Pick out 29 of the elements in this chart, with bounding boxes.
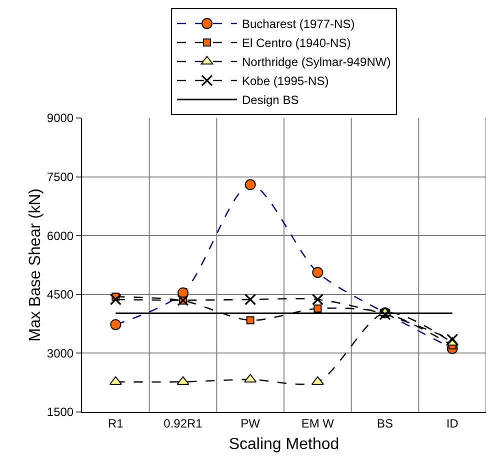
y-axis-title: Max Base Shear (kN) [27,188,44,342]
x-tick-label: R1 [108,416,124,430]
point [312,266,324,278]
y-tick-label: 3000 [46,346,74,360]
legend-label: Kobe (1995-NS) [242,74,329,88]
y-tick-label: 9000 [46,111,74,126]
point [312,294,324,306]
point [314,304,322,313]
x-tick-label: PW [240,416,261,430]
legend-label: Northridge (Sylmar-949NW) [242,55,391,70]
legend-label: Bucharest (1977-NS) [242,17,355,32]
x-tick-label: EM W [301,416,335,430]
point [110,294,122,306]
y-tick-label: 7500 [46,170,74,184]
y-tick-label: 4500 [46,288,74,302]
x-tick-label: 0.92R1 [164,416,203,430]
point [177,294,189,306]
legend-label: El Centro (1940-NS) [242,36,351,50]
x-tick-label: BS [376,416,394,430]
point [446,334,458,346]
point [110,319,122,330]
y-tick-label: 6000 [46,228,74,243]
x-axis-title: Scaling Method [228,436,340,454]
y-tick-label: 1500 [46,405,74,420]
x-tick-label: ID [446,416,459,430]
legend-label: Design BS [242,93,299,108]
point [246,316,254,324]
point [244,294,256,306]
point [244,179,256,190]
